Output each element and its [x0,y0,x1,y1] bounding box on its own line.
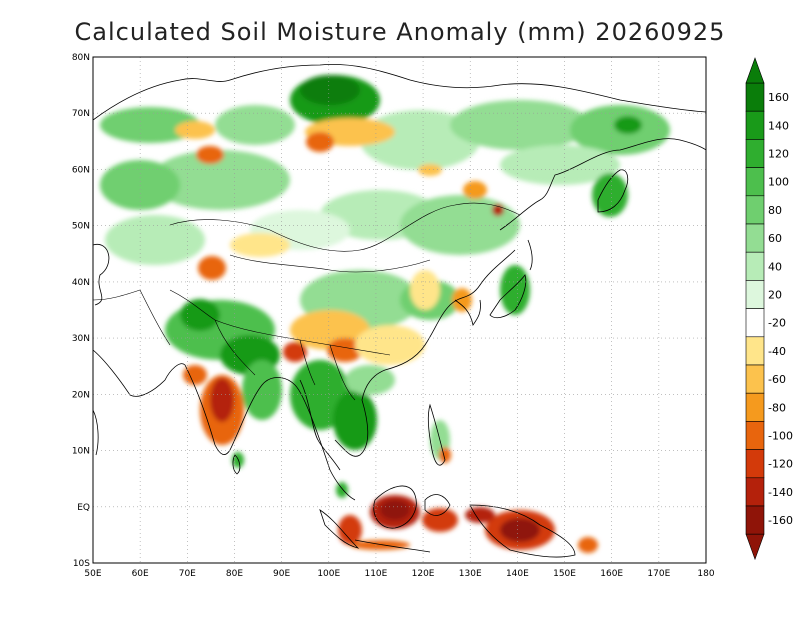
colorbar-segment [745,364,765,394]
colorbar-segment [745,139,765,168]
lon-tick-label: 140E [506,569,529,579]
lat-tick-label: 40N [72,278,90,288]
colorbar-label: 20 [768,289,782,302]
lat-ticks: 10S EQ 10N 20N 30N 40N 50N 60N 70N 80N [72,53,90,569]
lon-tick-label: 150E [553,569,576,579]
colorbar-label: -100 [768,430,793,443]
lon-tick-label: 110E [364,569,387,579]
colorbar-label: -120 [768,458,793,471]
lon-tick-label: 70E [179,569,196,579]
anomaly-field [100,75,670,553]
coastlines [93,64,706,558]
colorbar: 160 140 120 100 80 60 40 20 -20 -40 -60 -80 -100 -120… [745,57,793,561]
colorbar-segment [745,336,765,366]
map-grid [93,57,706,563]
lon-tick-label: 180 [697,569,714,579]
lon-tick-label: 120E [412,569,435,579]
lon-tick-label: 130E [459,569,482,579]
colorbar-label: -40 [768,345,786,358]
lon-tick-label: 100E [317,569,340,579]
colorbar-segment [745,223,765,253]
colorbar-segment [745,195,765,225]
colorbar-segment [745,110,765,140]
lat-tick-label: 10N [72,447,90,457]
colorbar-segment [745,167,765,197]
lat-tick-label: 80N [72,53,90,63]
map-frame [92,56,707,564]
colorbar-label: 80 [768,204,782,217]
lat-tick-label: 60N [72,165,90,175]
colorbar-label: 140 [768,119,789,132]
colorbar-label: -160 [768,514,793,527]
colorbar-segment [745,505,765,535]
lon-tick-label: 160E [600,569,623,579]
lat-tick-label: 70N [72,109,90,119]
colorbar-segment [745,421,765,450]
colorbar-label: 60 [768,232,782,245]
lat-tick-label: EQ [77,503,90,513]
map-title: Calculated Soil Moisture Anomaly (mm) 20… [74,18,726,46]
colorbar-label: 120 [768,148,789,161]
colorbar-segment [745,82,765,112]
colorbar-label: -60 [768,373,786,386]
colorbar-segment [745,280,765,309]
colorbar-label: -20 [768,317,786,330]
lat-tick-label: 20N [72,390,90,400]
colorbar-label: 100 [768,176,789,189]
colorbar-label: 40 [768,260,782,273]
lat-tick-label: 50N [72,222,90,232]
colorbar-segment [745,449,765,479]
colorbar-label: -140 [768,486,793,499]
colorbar-segment [745,308,765,338]
colorbar-segment [745,251,765,281]
colorbar-min-arrow [745,533,765,561]
colorbar-segment [745,477,765,507]
lon-tick-label: 90E [273,569,290,579]
colorbar-segment [745,392,765,422]
lat-tick-label: 10S [73,559,90,569]
lon-tick-label: 170E [647,569,670,579]
lon-tick-label: 60E [132,569,149,579]
colorbar-max-arrow [745,57,765,84]
lon-tick-label: 50E [84,569,101,579]
lat-tick-label: 30N [72,334,90,344]
lon-ticks: 50E 60E 70E 80E 90E 100E 110E 120E 130E 140E 150E 1… [84,569,714,579]
country-borders [93,202,521,401]
lon-tick-label: 80E [226,569,243,579]
colorbar-label: 160 [768,91,789,104]
colorbar-label: -80 [768,401,786,414]
